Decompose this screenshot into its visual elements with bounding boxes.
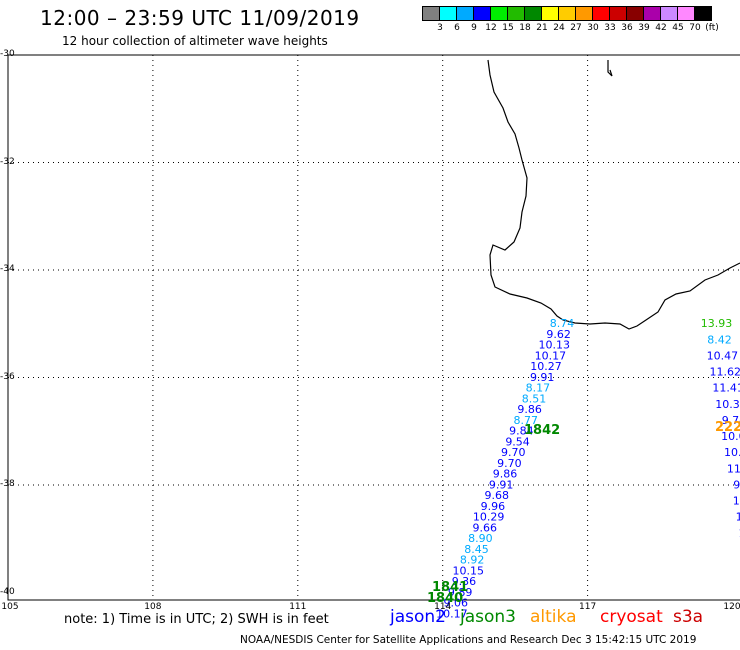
latitude-label: -38 <box>0 479 15 489</box>
pass-label-1841: 1841 <box>432 580 469 595</box>
latitude-label: -30 <box>0 49 15 59</box>
longitude-label: 105 <box>1 602 19 612</box>
colorbar-tick-label: 42 <box>655 23 667 33</box>
colorbar-tick-label: 33 <box>604 23 616 33</box>
map-frame <box>7 54 740 601</box>
colorbar-labels: 3 6 9 12 15 18 21 24 27 30 33 36 39 42 45 70 (ft) <box>422 23 740 35</box>
pass-label-1840: 1840 <box>427 591 464 606</box>
coastline-western-australia <box>487 59 740 330</box>
map-grid <box>8 55 740 600</box>
latitude-label: -32 <box>0 156 15 167</box>
wave-height-label: 8.74 <box>550 317 575 330</box>
legend-s3a: s3a <box>673 607 704 627</box>
colorbar-tick-label: 15 <box>502 23 514 33</box>
longitude-label: 114 <box>434 602 452 612</box>
wave-height-label: 9.66 <box>472 521 497 534</box>
wave-height-label: 10.15 <box>453 564 485 577</box>
colorbar-tick-label: 18 <box>519 23 531 33</box>
latitude-label: -36 <box>0 371 15 382</box>
wave-height-label: 10.29 <box>724 446 740 459</box>
colorbar-tick-label: (ft) <box>705 23 719 33</box>
wave-height-label: 9.89 <box>448 586 473 599</box>
legend-jason2: jason2 <box>390 607 446 627</box>
wave-height-label: 9.86 <box>493 468 518 481</box>
wave-height-label: 10.29 <box>473 511 505 524</box>
wave-height-label: 10.32 <box>715 398 740 411</box>
wave-height-label: 8.77 <box>514 414 539 427</box>
wave-height-label: 8.92 <box>460 554 485 567</box>
wave-height-label: 9.62 <box>546 328 571 341</box>
pass-label-222: 222 <box>715 420 740 435</box>
wave-height-label: 9.91 <box>530 371 555 384</box>
colorbar-swatch <box>694 6 712 21</box>
colorbar-tick-label: 30 <box>587 23 599 33</box>
legend-altika: altika <box>530 607 577 627</box>
colorbar-tick-label: 27 <box>570 23 582 33</box>
wave-height-label: 8.90 <box>468 532 493 545</box>
longitude-label: 108 <box>144 602 162 612</box>
units-note: note: 1) Time is in UTC; 2) SWH is in fe… <box>64 612 329 627</box>
colorbar-tick-label: 24 <box>553 23 565 33</box>
colorbar-tick-label: 12 <box>485 23 497 33</box>
wave-height-label: 13.93 <box>701 317 733 330</box>
wave-height-label: 8.45 <box>464 543 489 556</box>
colorbar-tick-label: 39 <box>638 23 650 33</box>
wave-height-label: 11.41 <box>712 382 740 395</box>
pass-label-1842: 1842 <box>524 423 561 438</box>
colorbar-tick-label: 9 <box>471 23 477 33</box>
wave-height-label: 10.17 <box>535 349 567 362</box>
wave-height-label: 9.68 <box>485 489 510 502</box>
wave-height-label: 11.09 <box>733 495 740 508</box>
credit-footer: NOAA/NESDIS Center for Satellite Applica… <box>240 634 697 646</box>
wave-height-label: 9.54 <box>505 435 530 448</box>
wave-height-label: 8.51 <box>522 392 547 405</box>
colorbar-tick-label: 6 <box>454 23 460 33</box>
wave-height-label: 9.36 <box>452 575 477 588</box>
legend-cryosat: cryosat <box>600 607 663 627</box>
latitude-label: -40 <box>0 586 15 597</box>
wave-height-label: 9.72 <box>733 478 740 491</box>
longitude-label: 111 <box>289 602 307 612</box>
colorbar-tick-label: 3 <box>437 23 443 33</box>
legend-jason3: jason3 <box>460 607 516 627</box>
latitude-label: -34 <box>0 264 15 274</box>
colorbar-tick-label: 45 <box>672 23 684 33</box>
wave-height-label: 10.13 <box>736 511 740 524</box>
wave-height-label: 11.00 <box>727 462 740 475</box>
wave-height-labels: 8.749.6210.1310.1710.279.918.178.519.868… <box>436 317 740 620</box>
wave-height-label: 11.62 <box>710 366 740 379</box>
wave-height-label: 8.42 <box>707 333 732 346</box>
wave-height-label: 10.92 <box>738 527 740 540</box>
colorbar-tick-label: 21 <box>536 23 548 33</box>
colorbar-tick-label: 70 <box>689 23 701 33</box>
colorbar-tick-label: 36 <box>621 23 633 33</box>
wave-height-label: 10.47 <box>707 349 739 362</box>
wave-height-label: 9.70 <box>501 446 526 459</box>
wave-height-label: 10.13 <box>539 339 571 352</box>
wave-height-label: 9.70 <box>497 457 522 470</box>
wave-height-colorbar <box>422 6 712 21</box>
wave-height-label: 9.86 <box>517 403 542 416</box>
wave-height-label: 10.27 <box>530 360 562 373</box>
wave-height-label: 9.74 <box>722 414 740 427</box>
wave-height-label: 8.17 <box>526 382 551 395</box>
wave-height-label: 9.91 <box>489 478 514 491</box>
wave-height-label: 9.96 <box>481 500 506 513</box>
wave-height-label: 9.06 <box>443 597 468 610</box>
page-title: 12:00 – 23:59 UTC 11/09/2019 <box>40 6 360 30</box>
wave-height-label: 10.03 <box>721 430 740 443</box>
longitude-label: 117 <box>579 602 597 612</box>
page-subtitle: 12 hour collection of altimeter wave hei… <box>62 34 328 48</box>
wave-height-label: 10.17 <box>436 607 468 620</box>
wave-height-label: 9.84 <box>509 425 534 438</box>
coastline-island <box>607 60 613 77</box>
longitude-label: 120 <box>723 602 740 612</box>
